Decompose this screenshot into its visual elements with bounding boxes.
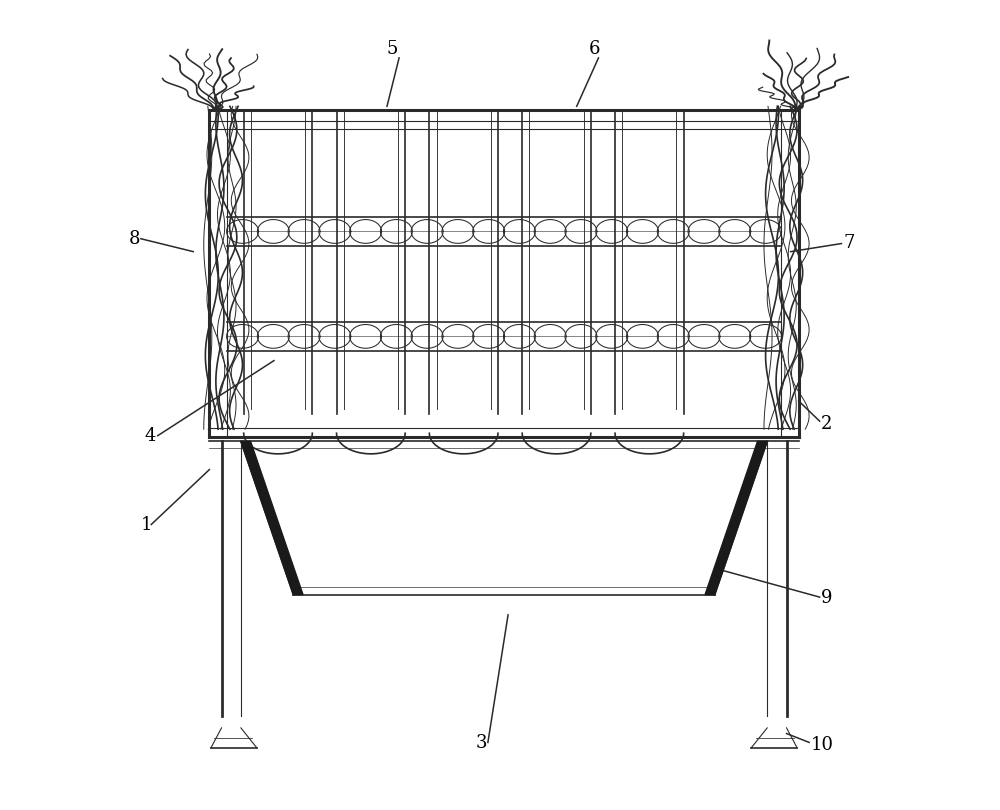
Text: 4: 4 — [145, 428, 156, 446]
Text: 9: 9 — [821, 589, 833, 607]
Polygon shape — [705, 441, 767, 595]
Text: 5: 5 — [387, 40, 398, 58]
Text: 3: 3 — [476, 734, 487, 752]
Text: 1: 1 — [141, 516, 152, 534]
Text: 7: 7 — [843, 233, 854, 252]
Text: 6: 6 — [589, 40, 600, 58]
Text: 2: 2 — [821, 416, 833, 433]
Text: 8: 8 — [129, 229, 140, 248]
Text: 10: 10 — [811, 735, 834, 753]
Polygon shape — [241, 441, 303, 595]
